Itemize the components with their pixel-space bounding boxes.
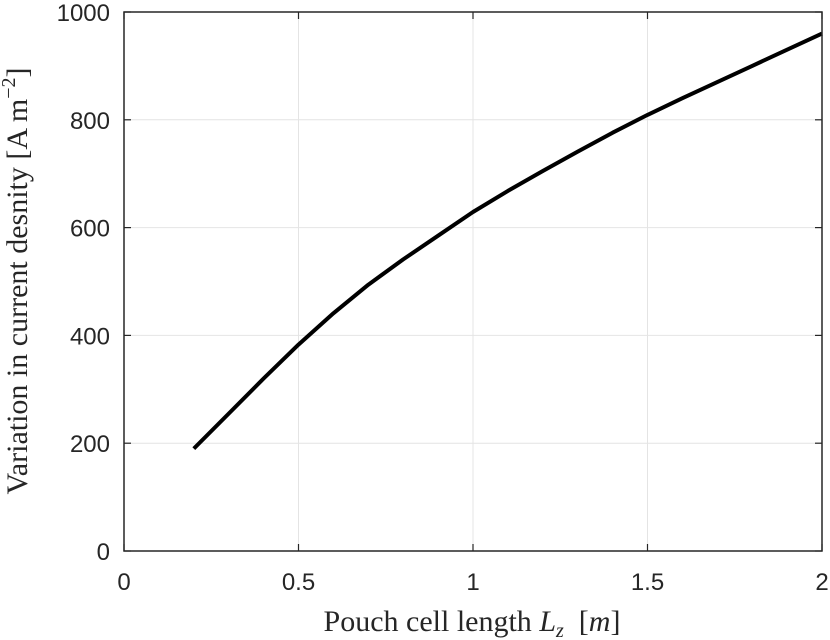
x-axis-label-text: Pouch cell length bbox=[324, 605, 532, 638]
x-axis-subscript: z bbox=[555, 620, 564, 640]
y-tick-label: 1000 bbox=[57, 0, 110, 27]
y-axis-label: Variation in current desnity [A m−2] bbox=[0, 67, 34, 494]
x-tick-label: 1 bbox=[466, 569, 479, 596]
series-line bbox=[192, 31, 823, 451]
x-axis-unit: m bbox=[589, 605, 611, 638]
x-tick-label: 1.5 bbox=[631, 569, 664, 596]
y-axis-unit: A m bbox=[1, 99, 34, 150]
y-tick-label: 800 bbox=[70, 108, 110, 135]
x-axis-label: Pouch cell length Lz [m] bbox=[324, 605, 621, 640]
y-tick-label: 200 bbox=[70, 431, 110, 458]
y-tick-label: 0 bbox=[97, 539, 110, 566]
y-axis-label-text: Variation in current desnity bbox=[1, 167, 34, 494]
x-tick-label: 2 bbox=[815, 569, 828, 596]
y-axis-ticks: 0 200 400 600 800 1000 bbox=[57, 0, 822, 566]
x-tick-label: 0.5 bbox=[282, 569, 315, 596]
grid-lines bbox=[124, 12, 822, 551]
x-axis-symbol: L bbox=[538, 605, 556, 638]
y-tick-label: 600 bbox=[70, 216, 110, 243]
y-axis-unit-exponent: −2 bbox=[0, 77, 20, 98]
series-layer bbox=[192, 31, 823, 451]
x-axis-ticks: 0 0.5 1 1.5 2 bbox=[117, 12, 829, 596]
y-tick-label: 400 bbox=[70, 323, 110, 350]
x-tick-label: 0 bbox=[117, 569, 130, 596]
